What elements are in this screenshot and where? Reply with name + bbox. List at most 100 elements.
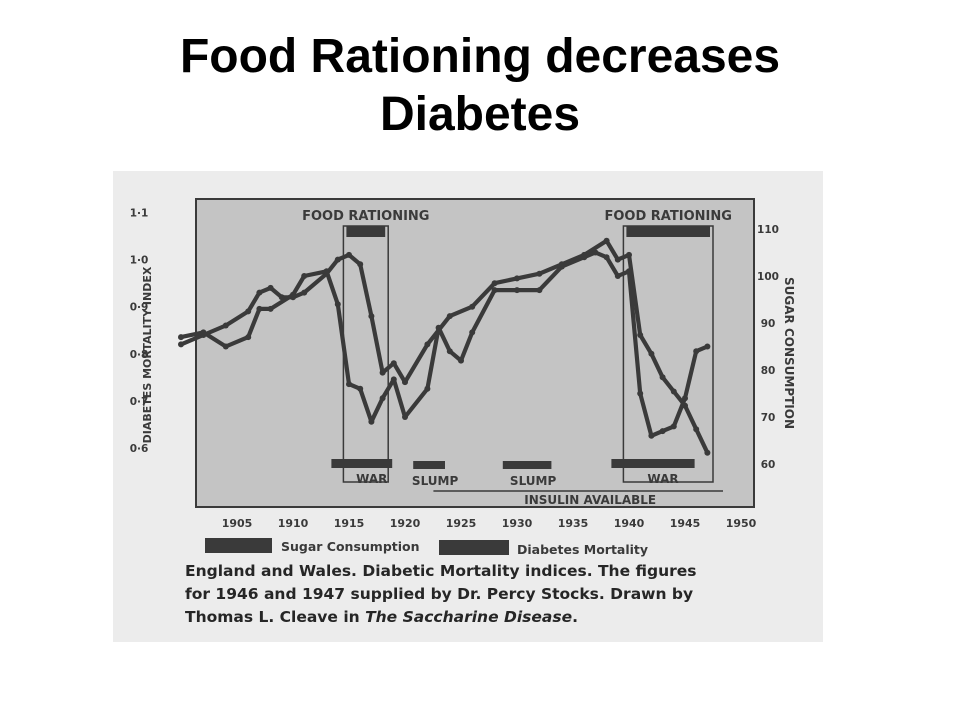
chart-caption: England and Wales. Diabetic Mortality in… (185, 560, 785, 629)
caption-line-1: England and Wales. Diabetic Mortality in… (185, 562, 697, 580)
y-right-tick-label: 100 (757, 271, 779, 283)
rationing-bar-2 (626, 226, 710, 237)
rationing-bar-1 (346, 226, 386, 237)
y-left-tick-label: 0·6 (130, 443, 149, 455)
sugar-consumption-point (357, 385, 364, 392)
sugar-consumption-point (581, 254, 588, 261)
sugar-consumption-point (514, 287, 520, 294)
sugar-consumption-point (390, 376, 397, 383)
sugar-consumption-point (648, 432, 655, 439)
sugar-consumption-point (200, 329, 207, 336)
y-right-tick-label: 70 (761, 412, 776, 424)
slump-bar-1 (413, 461, 445, 469)
diabetes-mortality-point (334, 256, 341, 263)
y-right-tick-label: 110 (757, 224, 779, 236)
diabetes-mortality-point (446, 313, 453, 320)
x-tick-label: 1935 (558, 517, 589, 530)
caption-line-3-prefix: Thomas L. Cleave in (185, 608, 366, 626)
y-left-tick-label: 1·1 (130, 208, 149, 220)
war-label-1: WAR (356, 472, 387, 486)
sugar-consumption-point (592, 249, 599, 256)
rationing-label-2: FOOD RATIONING (605, 209, 732, 224)
slide-title-line-2: Diabetes (379, 88, 581, 141)
sugar-consumption-point (603, 254, 610, 261)
chart-svg: FOOD RATIONING FOOD RATIONING WAR WAR SLUMP S… (113, 171, 823, 642)
x-tick-label: 1945 (670, 517, 701, 530)
legend-swatch-sugar (205, 538, 272, 553)
diabetes-mortality-point (267, 284, 274, 291)
sugar-consumption-point (256, 305, 263, 312)
diabetes-mortality-point (491, 280, 498, 287)
diabetes-mortality-point (626, 251, 632, 258)
y-left-tick-label: 0·8 (130, 349, 149, 361)
sugar-consumption-point (222, 343, 229, 350)
diabetes-mortality-point (222, 322, 229, 329)
sugar-consumption-point (614, 273, 621, 279)
x-tick-label: 1930 (502, 517, 533, 530)
diabetes-mortality-point (637, 332, 644, 338)
sugar-consumption-point (458, 357, 464, 364)
x-tick-labels: 1905 1910 1915 1920 1925 1930 1935 1940 1945 1950 (222, 517, 757, 530)
y-left-axis-title: DIABETES MORTALITY INDEX (141, 266, 154, 443)
diabetes-mortality-point (648, 350, 655, 357)
diabetes-mortality-point (357, 261, 364, 268)
sugar-consumption-point (334, 301, 341, 308)
diabetes-mortality-point (301, 289, 308, 296)
y-right-tick-label: 60 (761, 459, 776, 471)
slump-bar-2 (502, 461, 552, 469)
sugar-consumption-point (704, 343, 711, 350)
sugar-consumption-point (670, 423, 677, 430)
sugar-consumption-point (402, 414, 408, 420)
slide-title-line-1: Food Rationing decreases (179, 30, 781, 83)
diabetes-mortality-point (379, 369, 386, 376)
sugar-consumption-point (637, 390, 644, 397)
x-tick-label: 1925 (446, 517, 477, 530)
y-left-tick-labels: 1·1 1·0 0·9 0·8 0·7 0·6 (130, 208, 149, 456)
sugar-consumption-point (178, 334, 184, 341)
y-right-axis-title: SUGAR CONSUMPTION (782, 277, 796, 429)
legend-swatch-diabetes (439, 540, 509, 555)
sugar-consumption-point (626, 268, 632, 275)
sugar-consumption-point (368, 418, 375, 425)
war-bar-2 (611, 459, 695, 468)
diabetes-mortality-point (402, 379, 408, 386)
plot-area (195, 198, 755, 508)
sugar-consumption-point (435, 324, 442, 331)
y-right-tick-label: 80 (761, 365, 776, 377)
diabetes-mortality-point (178, 341, 184, 348)
diabetes-mortality-point (603, 237, 610, 244)
caption-line-3: Thomas L. Cleave in The Saccharine Disea… (185, 606, 785, 629)
x-tick-label: 1920 (390, 517, 421, 530)
x-tick-label: 1910 (278, 517, 309, 530)
sugar-consumption-point (558, 263, 565, 270)
x-tick-label: 1915 (334, 517, 365, 530)
x-tick-label: 1940 (614, 517, 645, 530)
slide-title: Food Rationing decreases Diabetes (0, 28, 960, 144)
war-label-2: WAR (647, 472, 678, 486)
sugar-consumption-point (446, 348, 453, 355)
sugar-consumption-point (659, 428, 666, 435)
sugar-consumption-point (682, 395, 688, 402)
diabetes-mortality-point (670, 388, 677, 395)
diabetes-mortality-point (659, 374, 666, 381)
legend-label-sugar: Sugar Consumption (281, 539, 420, 554)
diabetes-mortality-point (346, 251, 352, 258)
slump-label-2: SLUMP (510, 474, 557, 488)
insulin-label: INSULIN AVAILABLE (524, 493, 656, 507)
x-tick-label: 1905 (222, 517, 253, 530)
diabetes-mortality-point (704, 449, 711, 456)
caption-line-2: for 1946 and 1947 supplied by Dr. Percy … (185, 585, 694, 603)
diabetes-mortality-point (390, 360, 397, 367)
sugar-consumption-point (379, 395, 386, 402)
y-left-tick-label: 0·9 (130, 302, 149, 314)
diabetes-mortality-point (536, 270, 543, 277)
diabetes-mortality-point (424, 341, 431, 348)
y-left-tick-label: 0·7 (130, 396, 149, 408)
legend-label-diabetes: Diabetes Mortality (517, 542, 648, 557)
sugar-consumption-point (290, 291, 296, 298)
sugar-consumption-point (301, 273, 308, 279)
y-left-tick-label: 1·0 (130, 255, 149, 267)
war-bar-1 (331, 459, 393, 468)
y-right-tick-labels: 110 100 90 80 70 60 (757, 224, 779, 471)
diabetes-mortality-point (614, 256, 621, 263)
